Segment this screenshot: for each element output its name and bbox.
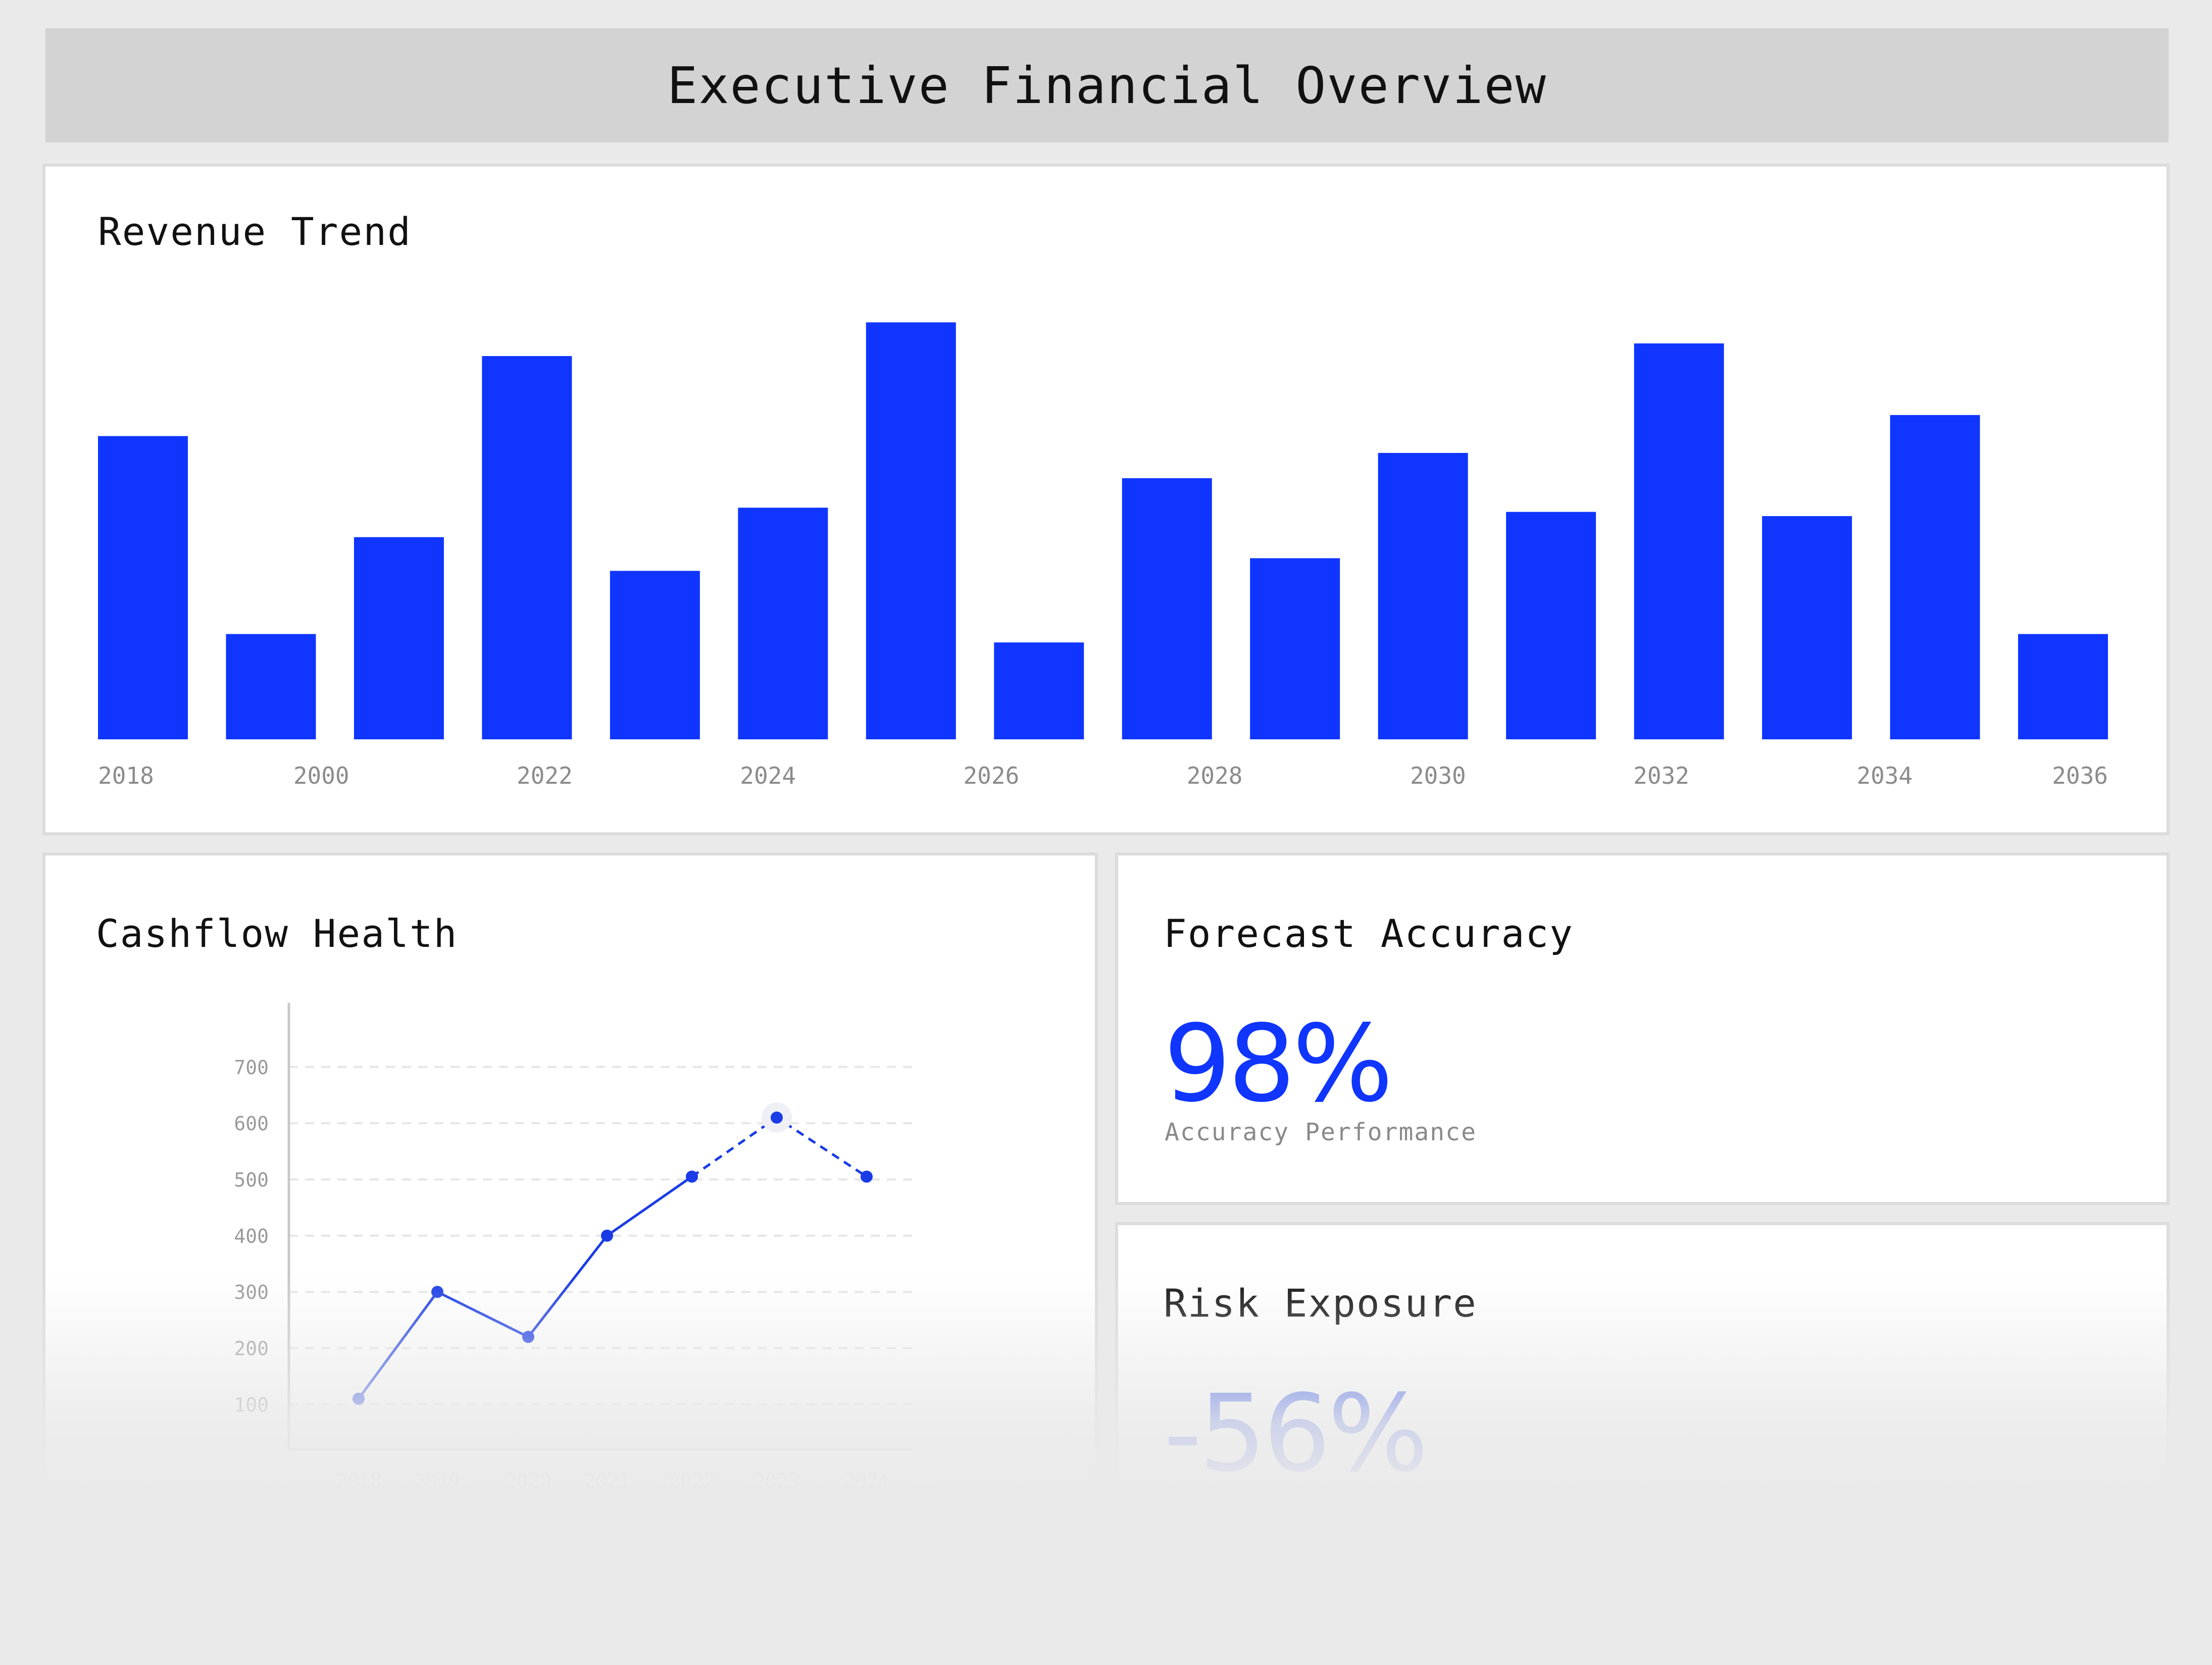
revenue-bar (2018, 634, 2108, 739)
revenue-x-tick-label: 2034 (1856, 762, 1913, 789)
revenue-x-tick-label: 2030 (1410, 762, 1466, 789)
forecast-accuracy-value: 98% (1164, 1002, 1393, 1126)
revenue-bar (482, 356, 572, 739)
revenue-bar (354, 537, 444, 739)
cashflow-y-tick-label: 700 (234, 1056, 269, 1079)
revenue-bar (1762, 516, 1852, 739)
cashflow-line-actual (357, 1175, 693, 1400)
cashflow-x-tick-label: 2020 (505, 1470, 551, 1492)
cashflow-point (522, 1331, 534, 1343)
revenue-x-tick-label: 2036 (2052, 762, 2108, 789)
cashflow-point (431, 1286, 443, 1298)
revenue-bar (738, 508, 828, 739)
cashflow-x-tick-label: 2019 (414, 1470, 461, 1492)
revenue-x-tick-label: 2018 (98, 762, 154, 789)
cashflow-x-tick-label: 2023 (753, 1470, 800, 1492)
cashflow-y-tick-label: 500 (234, 1169, 269, 1191)
revenue-bar (1250, 558, 1340, 739)
forecast-accuracy-card: Forecast Accuracy 98% Accuracy Performan… (1115, 852, 2170, 1205)
dashboard-header: Executive Financial Overview (45, 28, 2169, 142)
revenue-bar (994, 642, 1084, 739)
revenue-bar (1506, 512, 1596, 739)
revenue-bar (1122, 478, 1212, 739)
cashflow-point (601, 1229, 613, 1242)
revenue-x-tick-label: 2026 (963, 762, 1019, 789)
cashflow-x-tick-label: 2018 (335, 1470, 382, 1492)
forecast-accuracy-label: Accuracy Performance (1165, 1118, 1477, 1146)
risk-exposure-title: Risk Exposure (1164, 1281, 1477, 1326)
forecast-accuracy-title: Forecast Accuracy (1164, 911, 1574, 956)
risk-exposure-card: Risk Exposure -56% (1115, 1222, 2170, 1535)
cashflow-y-tick-label: 100 (234, 1394, 269, 1416)
revenue-x-tick-label: 2028 (1187, 762, 1243, 789)
revenue-bar (1890, 415, 1980, 739)
revenue-bar (226, 634, 316, 739)
revenue-x-tick-label: 2024 (740, 762, 796, 789)
cashflow-health-card: Cashflow Health 700 600 500 400 300 200 100 201… (42, 852, 1098, 1509)
revenue-bar (1378, 452, 1468, 739)
cashflow-y-tick-label: 400 (234, 1225, 269, 1247)
cashflow-x-tick-label: 2022 (669, 1470, 715, 1492)
revenue-bar-chart: 2018 2000 2022 2024 2026 2028 2030 2032 2034 2036 (98, 322, 2108, 789)
cashflow-x-tick-label: 2024 (843, 1470, 890, 1492)
page-title: Executive Financial Overview (667, 56, 1547, 115)
cashflow-health-title: Cashflow Health (96, 911, 458, 956)
revenue-bar (610, 571, 700, 739)
revenue-trend-card: Revenue Trend 2018 2000 2022 2024 2026 2028 20… (42, 164, 2170, 835)
cashflow-y-tick-label: 300 (234, 1281, 269, 1303)
risk-exposure-value: -56% (1164, 1372, 1429, 1495)
cashflow-y-tick-label: 600 (234, 1113, 269, 1135)
cashflow-point (353, 1392, 365, 1405)
revenue-x-tick-label: 2022 (517, 762, 573, 789)
cashflow-x-tick-label: 2021 (584, 1470, 630, 1492)
revenue-bar (98, 436, 188, 739)
revenue-bar (1634, 343, 1724, 739)
cashflow-line-chart: 700 600 500 400 300 200 100 2018 2019 2020 2021 202… (234, 1003, 912, 1492)
revenue-trend-title: Revenue Trend (98, 209, 412, 254)
cashflow-y-tick-label: 200 (234, 1338, 269, 1360)
revenue-x-tick-label: 2032 (1633, 762, 1689, 789)
cashflow-point (861, 1170, 873, 1183)
revenue-x-tick-label: 2000 (293, 762, 349, 789)
cashflow-point (771, 1112, 783, 1124)
revenue-bar (866, 322, 956, 739)
cashflow-point (686, 1170, 698, 1183)
